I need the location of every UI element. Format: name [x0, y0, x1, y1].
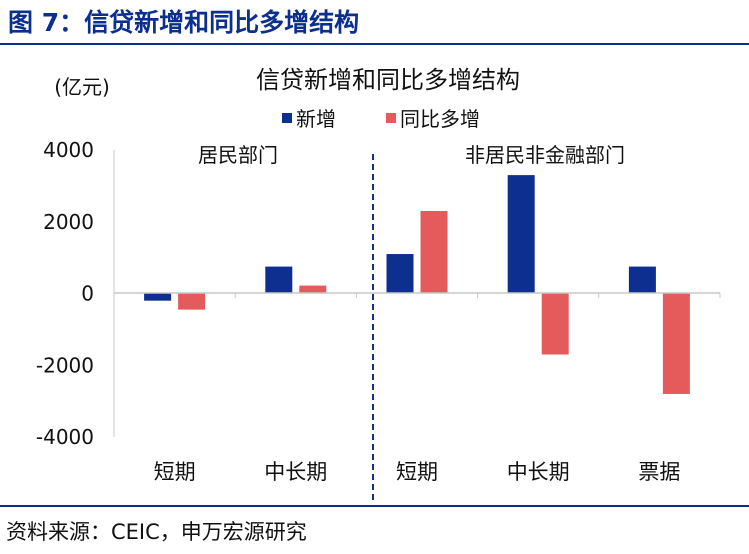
x-tick-label: 中长期	[264, 460, 327, 484]
x-tick-labels: 短期 中长期 短期 中长期 票据	[154, 460, 681, 484]
y-tick-label: 4000	[43, 138, 94, 162]
y-tick-label: -4000	[36, 425, 94, 449]
legend-label-new: 新增	[296, 107, 336, 131]
x-tick-label: 中长期	[507, 460, 570, 484]
y-tick-labels: 4000 2000 0 -2000 -4000	[36, 138, 94, 449]
bar-yoy-3	[541, 293, 569, 355]
x-tick-label: 短期	[154, 460, 196, 484]
legend-label-yoy: 同比多增	[400, 107, 480, 131]
bar-new-4	[628, 266, 656, 294]
bar-chart: 信贷新增和同比多增结构 (亿元) 新增 同比多增 居民部门 非居民非金融部门 4…	[36, 66, 721, 502]
x-tick-label: 票据	[638, 460, 680, 484]
x-tick-label: 短期	[396, 460, 438, 484]
y-tick-label: -2000	[36, 353, 94, 377]
bar-new-3	[507, 175, 535, 294]
legend-swatch-new	[282, 113, 292, 123]
bar-new-1	[265, 266, 293, 294]
source-rule	[0, 505, 749, 507]
bar-yoy-0	[178, 293, 206, 310]
unit-label: (亿元)	[54, 75, 110, 99]
source-note: 资料来源：CEIC，申万宏源研究	[6, 520, 307, 544]
y-tick-label: 2000	[43, 210, 94, 234]
bar-yoy-4	[662, 293, 690, 394]
group-label-nonhousehold: 非居民非金融部门	[465, 143, 625, 167]
bar-new-0	[144, 293, 172, 301]
figure-title: 图 7：信贷新增和同比多增结构	[8, 8, 360, 37]
title-rule	[0, 43, 749, 45]
legend-swatch-yoy	[386, 113, 396, 123]
chart-title: 信贷新增和同比多增结构	[256, 66, 520, 94]
group-label-household: 居民部门	[198, 143, 278, 167]
x-axis-ticks	[113, 293, 721, 298]
y-tick-label: 0	[81, 282, 94, 306]
bar-yoy-1	[299, 285, 327, 294]
bar-yoy-2	[420, 210, 448, 294]
bar-new-2	[386, 254, 414, 294]
bars	[144, 175, 690, 394]
legend: 新增 同比多增	[282, 107, 480, 131]
